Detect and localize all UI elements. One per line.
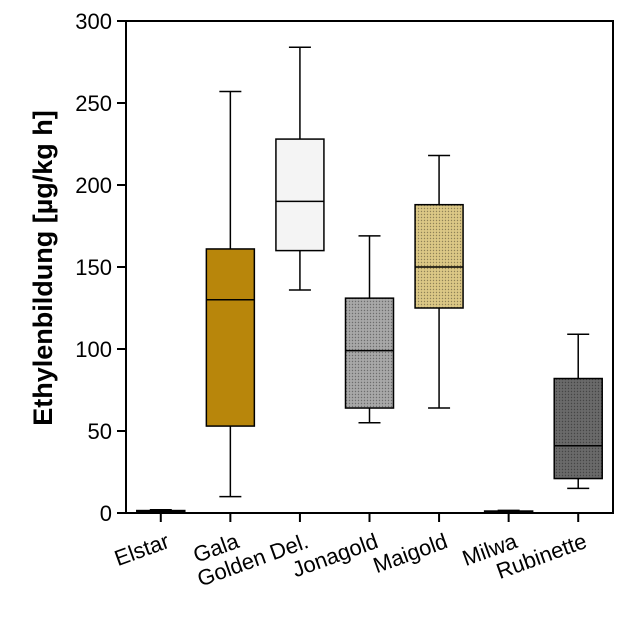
box-texture <box>554 378 603 479</box>
y-axis-ticks: 0 50 100 150 200 250 300 <box>75 9 126 526</box>
boxes-group <box>136 46 603 514</box>
box-texture <box>415 204 464 308</box>
y-tick-label: 200 <box>75 173 112 198</box>
y-tick-label: 250 <box>75 91 112 116</box>
plot-frame <box>125 20 614 514</box>
y-tick-label: 300 <box>75 9 112 34</box>
box-body <box>275 138 325 252</box>
box-gala <box>205 90 256 498</box>
y-tick-label: 150 <box>75 255 112 280</box>
box-rubinette <box>553 333 603 490</box>
y-tick-label: 50 <box>88 419 112 444</box>
box-body <box>205 248 256 427</box>
x-category-label: Maigold <box>370 528 451 578</box>
box-golden-del- <box>275 46 325 291</box>
box-maigold <box>414 154 464 409</box>
x-category-label: Elstar <box>111 528 172 571</box>
y-tick-label: 100 <box>75 337 112 362</box>
box-jonagold <box>344 235 395 424</box>
box-texture <box>345 298 394 409</box>
y-axis-title: Ethylenbildung [µg/kg h] <box>28 110 58 426</box>
y-tick-label: 0 <box>100 501 112 526</box>
